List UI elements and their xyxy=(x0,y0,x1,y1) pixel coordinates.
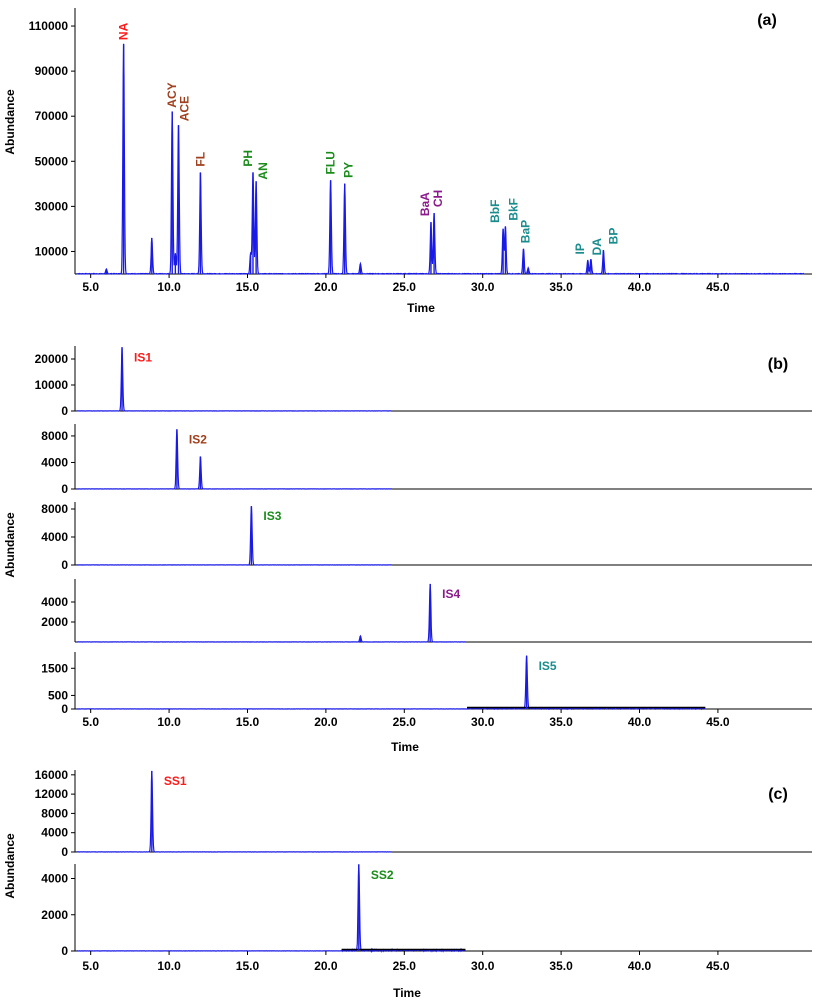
panel-c1-y-tick-label: 12000 xyxy=(35,787,69,801)
panel-b4-y-tick-label: 4000 xyxy=(41,595,68,609)
peak-label-bbf: BbF xyxy=(488,200,502,223)
panel-a-x-axis-label: Time xyxy=(407,301,435,315)
panel-b2-y-tick-label: 4000 xyxy=(41,455,68,469)
panel-c2-x-tick-label: 45.0 xyxy=(706,959,730,973)
panel-b1-y-tick-label: 10000 xyxy=(35,378,69,392)
peak-label-py: PY xyxy=(342,162,356,178)
panel-b1-y-tick-label: 0 xyxy=(61,404,68,418)
panel-b5-x-tick-label: 5.0 xyxy=(82,715,99,729)
panel-a-y-tick-label: 10000 xyxy=(35,244,69,258)
panel-c1-y-tick-label: 0 xyxy=(61,845,68,859)
panel-c2-x-tick-label: 40.0 xyxy=(628,959,652,973)
peak-label-is1: IS1 xyxy=(134,350,152,364)
panel-a-x-tick-label: 40.0 xyxy=(628,280,652,294)
panel-a-x-tick-label: 35.0 xyxy=(549,280,573,294)
panel-c2-y-tick-label: 0 xyxy=(61,944,68,958)
panel-a-x-tick-label: 10.0 xyxy=(157,280,181,294)
panel-b5-x-tick-label: 45.0 xyxy=(706,715,730,729)
panel-b5-x-tick-label: 25.0 xyxy=(393,715,417,729)
peak-label-is3: IS3 xyxy=(263,509,281,523)
peak-label-ch: CH xyxy=(431,190,445,207)
panel-a-x-tick-label: 30.0 xyxy=(471,280,495,294)
panel-a-x-tick-label: 5.0 xyxy=(82,280,99,294)
peak-label-ace: ACE xyxy=(177,96,191,121)
peak-label-na: NA xyxy=(117,22,131,40)
panel-b2-y-tick-label: 8000 xyxy=(41,429,68,443)
panel-b-y-axis-label: Abundance xyxy=(3,512,17,578)
panel-b5-y-tick-label: 1500 xyxy=(41,661,68,675)
panel-c1-y-tick-label: 16000 xyxy=(35,768,69,782)
peak-label-bap: BaP xyxy=(518,220,532,243)
peak-label-is4: IS4 xyxy=(442,587,460,601)
peak-label-ss1: SS1 xyxy=(164,774,187,788)
panel-c-x-axis-label: Time xyxy=(393,986,421,1000)
panel-a-y-tick-label: 30000 xyxy=(35,199,69,213)
peak-label-bkf: BkF xyxy=(506,198,520,221)
panel-c2-x-tick-label: 5.0 xyxy=(82,959,99,973)
panel-a-trace-line xyxy=(76,43,805,275)
panel-b5-x-tick-label: 20.0 xyxy=(314,715,338,729)
panel-c1-y-tick-label: 4000 xyxy=(41,826,68,840)
panel-b3-y-tick-label: 8000 xyxy=(41,502,68,516)
panel-a-label: (a) xyxy=(757,12,777,29)
peak-label-bp: BP xyxy=(606,228,620,245)
panel-c2-y-tick-label: 4000 xyxy=(41,872,68,886)
panel-a-y-tick-label: 70000 xyxy=(35,109,69,123)
panel-b1-trace-line xyxy=(76,347,392,412)
panel-c1-trace-line xyxy=(76,770,392,853)
panel-b5-y-tick-label: 0 xyxy=(61,702,68,716)
panel-b1-y-tick-label: 20000 xyxy=(35,352,69,366)
panel-c-y-axis-label: Abundance xyxy=(3,833,17,899)
peak-label-baa: BaA xyxy=(418,192,432,216)
panel-c2-x-tick-label: 30.0 xyxy=(471,959,495,973)
panel-c2-trace-line xyxy=(76,864,466,953)
panel-a-y-tick-label: 50000 xyxy=(35,154,69,168)
panel-b3-y-tick-label: 0 xyxy=(61,558,68,572)
peak-label-an: AN xyxy=(256,162,270,179)
peak-label-ip: IP xyxy=(573,243,587,254)
panel-b5-x-tick-label: 30.0 xyxy=(471,715,495,729)
panel-b5-x-tick-label: 15.0 xyxy=(236,715,260,729)
panel-c1-y-tick-label: 8000 xyxy=(41,806,68,820)
peak-label-ss2: SS2 xyxy=(371,868,394,882)
panel-b5-trace-line xyxy=(76,655,706,711)
panel-a-x-tick-label: 15.0 xyxy=(236,280,260,294)
panel-a-y-tick-label: 90000 xyxy=(35,64,69,78)
panel-a-x-tick-label: 25.0 xyxy=(393,280,417,294)
panel-b5-x-tick-label: 35.0 xyxy=(549,715,573,729)
panel-a-y-tick-label: 110000 xyxy=(29,19,69,33)
panel-c2-y-tick-label: 2000 xyxy=(41,908,68,922)
panel-b5-y-tick-label: 500 xyxy=(48,688,68,702)
panel-b2-trace-line xyxy=(76,429,392,490)
peak-label-acy: ACY xyxy=(165,82,179,107)
panel-c2-x-tick-label: 35.0 xyxy=(549,959,573,973)
panel-c2-x-tick-label: 10.0 xyxy=(157,959,181,973)
panel-a-y-axis-label: Abundance xyxy=(3,89,17,155)
panel-b3-trace-line xyxy=(76,506,392,566)
peak-label-is2: IS2 xyxy=(189,432,207,446)
panel-c2-x-tick-label: 15.0 xyxy=(236,959,260,973)
panel-c-label: (c) xyxy=(768,786,788,803)
panel-c2-x-tick-label: 20.0 xyxy=(314,959,338,973)
panel-b-label: (b) xyxy=(768,356,788,373)
panel-b5-x-tick-label: 40.0 xyxy=(628,715,652,729)
panel-b2-y-tick-label: 0 xyxy=(61,482,68,496)
peak-label-is5: IS5 xyxy=(539,659,557,673)
panel-a-x-tick-label: 20.0 xyxy=(314,280,338,294)
peak-label-ph: PH xyxy=(241,150,255,167)
peak-label-flu: FLU xyxy=(324,151,338,174)
panel-c2-x-tick-label: 25.0 xyxy=(393,959,417,973)
panel-b3-y-tick-label: 4000 xyxy=(41,530,68,544)
peak-label-da: DA xyxy=(590,238,604,256)
panel-b4-y-tick-label: 2000 xyxy=(41,615,68,629)
panel-b-x-axis-label: Time xyxy=(391,740,419,754)
panel-b5-x-tick-label: 10.0 xyxy=(157,715,181,729)
panel-b4-trace-line xyxy=(76,583,466,643)
panel-a-x-tick-label: 45.0 xyxy=(706,280,730,294)
peak-label-fl: FL xyxy=(193,152,207,167)
